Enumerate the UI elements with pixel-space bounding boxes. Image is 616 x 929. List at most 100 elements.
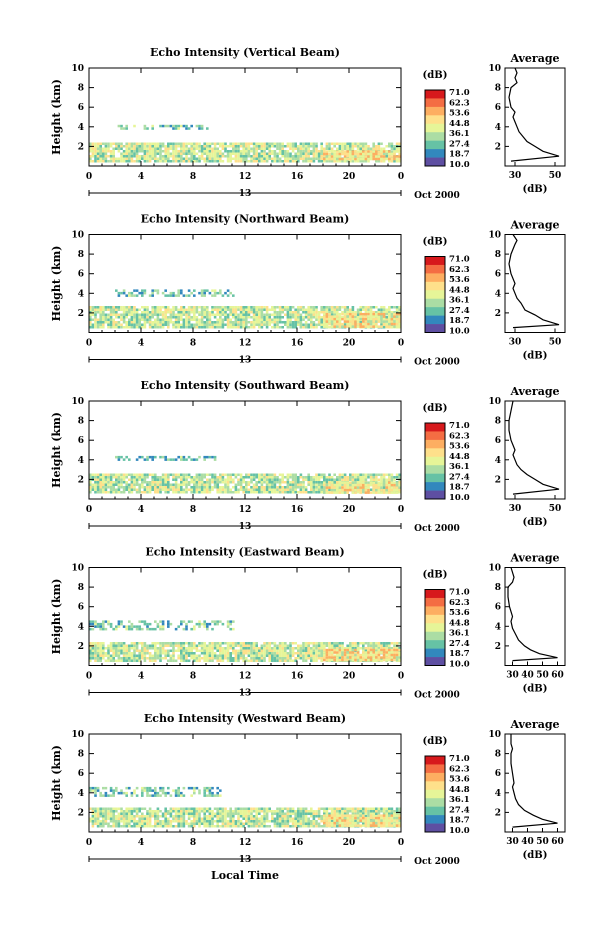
heatmap-cell <box>268 308 271 311</box>
heatmap-cell <box>198 313 201 316</box>
heatmap-cell <box>385 152 388 155</box>
heatmap-cell <box>135 155 139 158</box>
heatmap-cell <box>304 807 308 810</box>
heatmap-cell <box>154 147 157 150</box>
heatmap-cell <box>284 323 287 326</box>
heatmap-cell <box>151 294 154 297</box>
heatmap-cell <box>359 473 362 476</box>
heatmap-cell <box>255 652 258 655</box>
colorbar-tick-label: 62.3 <box>449 431 470 441</box>
heatmap-cell <box>343 656 347 659</box>
heatmap-cell <box>224 473 227 476</box>
heatmap-cell <box>380 152 383 156</box>
heatmap-cell <box>398 648 401 652</box>
heatmap-cell <box>330 155 334 158</box>
heatmap-cell <box>263 657 266 660</box>
heatmap-cell <box>99 812 102 815</box>
heatmap-cells <box>89 124 401 163</box>
heatmap-cell <box>109 321 113 324</box>
heatmap-cell <box>320 654 323 657</box>
heatmap-cell <box>307 473 310 476</box>
heatmap-cell <box>146 458 149 461</box>
heatmap-cell <box>151 311 154 314</box>
heatmap-cell <box>167 486 170 489</box>
heatmap-cell <box>351 810 355 813</box>
heatmap-cell <box>258 478 261 481</box>
heatmap-cell <box>263 147 266 150</box>
heatmap-cell <box>297 476 300 479</box>
avg-x-tick-label: 30 <box>506 671 519 681</box>
heatmap-cell <box>278 147 282 150</box>
heatmap-cell <box>289 807 292 810</box>
heatmap-cell <box>289 316 292 319</box>
heatmap-cell <box>237 321 240 324</box>
heatmap-cell <box>273 657 277 660</box>
heatmap-cell <box>372 142 375 145</box>
heatmap-cell <box>151 157 154 160</box>
heatmap-cell <box>156 323 160 326</box>
heatmap-cell <box>271 142 274 145</box>
heatmap-cell <box>125 486 128 489</box>
heatmap-cell <box>109 812 113 815</box>
heatmap-cell <box>317 478 321 481</box>
heatmap-cell <box>372 648 375 652</box>
heatmap-cell <box>112 476 115 479</box>
heatmap-cell <box>226 289 230 292</box>
heatmap-cell <box>278 642 282 645</box>
heatmap-cell <box>159 649 162 652</box>
heatmap-cell <box>102 654 105 657</box>
heatmap-cell <box>271 486 274 489</box>
heatmap-cell <box>263 491 266 494</box>
heatmap-cell <box>369 325 373 328</box>
heatmap-cell <box>362 656 365 659</box>
heatmap-cell <box>164 306 167 309</box>
heatmap-cell <box>304 313 308 316</box>
heatmap-cell <box>380 659 383 662</box>
heatmap-cell <box>359 647 362 650</box>
heatmap-cell <box>198 291 201 295</box>
heatmap-cell <box>388 656 391 659</box>
heatmap-cell <box>312 316 316 319</box>
heatmap-cell <box>208 657 212 660</box>
heatmap-cell <box>341 150 344 153</box>
heatmap-cell <box>94 807 97 810</box>
heatmap-cell <box>351 647 355 650</box>
heatmap-cell <box>247 659 251 662</box>
heatmap-cell <box>362 322 365 326</box>
heatmap-cell <box>260 810 264 813</box>
heatmap-cell <box>216 491 219 494</box>
heatmap-cell <box>271 318 274 321</box>
heatmap-cell <box>349 308 352 311</box>
heatmap-cell <box>328 473 331 476</box>
heatmap-cell <box>359 160 362 163</box>
heatmap-cell <box>382 155 386 158</box>
heatmap-cell <box>239 486 243 489</box>
heatmap-cell <box>273 649 277 652</box>
heatmap-cell <box>117 124 121 128</box>
heatmap-cell <box>169 812 173 815</box>
heatmap-cell <box>208 647 212 650</box>
heatmap-cell <box>234 652 238 655</box>
heatmap-cell <box>380 476 383 479</box>
heatmap-cell <box>333 315 336 318</box>
heatmap-cell <box>203 812 206 815</box>
heatmap-cell <box>135 642 139 645</box>
heatmap-cell <box>302 311 305 314</box>
heatmap-cell <box>380 651 383 654</box>
heatmap-cell <box>146 142 149 145</box>
heatmap-cell <box>328 648 331 652</box>
heatmap-cell <box>380 308 383 311</box>
heatmap-cell <box>297 157 300 160</box>
heatmap-cell <box>141 644 144 647</box>
heatmap-cell <box>120 308 123 311</box>
heatmap-cell <box>252 807 256 810</box>
heatmap-cell <box>242 313 245 316</box>
heatmap-cell <box>159 647 162 650</box>
heatmap-cell <box>167 652 170 655</box>
heatmap-cell <box>255 476 258 479</box>
heatmap-cell <box>328 647 331 650</box>
heatmap-cell <box>115 491 118 494</box>
heatmap-cell <box>206 155 209 158</box>
heatmap-cell <box>278 652 282 655</box>
heatmap-cell <box>343 317 347 321</box>
